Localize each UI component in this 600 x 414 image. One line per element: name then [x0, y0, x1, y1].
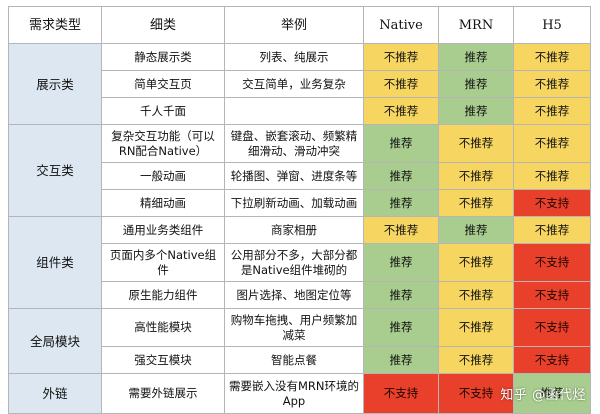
h5-recommendation-cell: 不支持 [513, 308, 591, 347]
table-header: 需求类型 细类 举例 Native MRN H5 [8, 6, 591, 44]
mrn-recommendation-cell: 不推荐 [438, 124, 514, 163]
native-recommendation-cell: 推荐 [363, 308, 439, 347]
subcategory-cell: 复杂交互功能（可以RN配合Native） [101, 124, 225, 163]
native-recommendation-cell: 推荐 [363, 243, 439, 282]
example-cell: 交互简单，业务复杂 [224, 70, 364, 98]
h5-recommendation-cell: 不推荐 [513, 97, 591, 125]
table-row: 全局模块 高性能模块 购物车拖拽、用户频繁加减菜 推荐 不推荐 不支持 [8, 308, 591, 374]
h5-recommendation-cell: 不推荐 [513, 70, 591, 98]
example-cell [224, 97, 364, 125]
mrn-recommendation-cell: 不推荐 [438, 346, 514, 374]
category-cell: 全局模块 [8, 308, 102, 374]
header-row: 需求类型 细类 举例 Native MRN H5 [8, 6, 591, 44]
subcategory-cell: 一般动画 [101, 162, 225, 190]
native-recommendation-cell: 推荐 [363, 281, 439, 309]
h5-recommendation-cell: 不推荐 [513, 43, 591, 71]
h5-recommendation-cell: 不支持 [513, 281, 591, 309]
table-row: 外链 需要外链展示 需要嵌入没有MRN环境的App 不支持 不支持 推荐 [8, 373, 591, 414]
comparison-table-container: 需求类型 细类 举例 Native MRN H5 展示类 静态展示类 列表、纯展示不… [8, 6, 591, 414]
example-cell: 智能点餐 [224, 346, 364, 374]
watermark-text: 知乎 @函代烃 [500, 388, 586, 403]
mrn-recommendation-cell: 不推荐 [438, 243, 514, 282]
native-recommendation-cell: 不推荐 [363, 43, 439, 71]
example-cell: 轮播图、弹窗、进度条等 [224, 162, 364, 190]
mrn-recommendation-cell: 不推荐 [438, 189, 514, 217]
category-cell: 展示类 [8, 43, 102, 125]
subcategory-cell: 通用业务类组件 [101, 216, 225, 244]
example-cell: 键盘、嵌套滚动、频繁精细滑动、滑动冲突 [224, 124, 364, 163]
table-row: 页面内多个Native组件 公用部分不多，大部分都是Native组件堆砌的 推荐 不推… [9, 243, 591, 282]
h5-recommendation-cell: 不推荐 [513, 216, 591, 244]
mrn-recommendation-cell: 不推荐 [438, 281, 514, 309]
header-mrn: MRN [438, 6, 514, 44]
category-cell: 组件类 [8, 216, 102, 309]
example-cell: 购物车拖拽、用户频繁加减菜 [224, 308, 364, 347]
h5-recommendation-cell: 不推荐 [513, 124, 591, 163]
subcategory-cell: 精细动画 [101, 189, 225, 217]
example-cell: 公用部分不多，大部分都是Native组件堆砌的 [224, 243, 364, 282]
mrn-recommendation-cell: 不支持 [438, 373, 514, 414]
category-cell: 外链 [8, 373, 102, 414]
table-row: 展示类 静态展示类 列表、纯展示 不推荐 推荐 不推荐 [8, 43, 591, 125]
table-row: 精细动画 下拉刷新动画、加载动画 推荐 不推荐 不支持 [9, 189, 591, 217]
native-recommendation-cell: 不支持 [363, 373, 439, 414]
header-example: 举例 [224, 6, 364, 44]
example-cell: 需要嵌入没有MRN环境的App [224, 373, 364, 414]
native-recommendation-cell: 推荐 [363, 124, 439, 163]
comparison-table: 需求类型 细类 举例 Native MRN H5 展示类 静态展示类 列表、纯展示不… [8, 6, 591, 414]
mrn-recommendation-cell: 不推荐 [438, 162, 514, 190]
header-subcategory: 细类 [101, 6, 225, 44]
subcategory-cell: 需要外链展示 [101, 373, 225, 414]
mrn-recommendation-cell: 推荐 [438, 43, 514, 71]
subcategory-cell: 千人千面 [101, 97, 225, 125]
table-row: 原生能力组件 图片选择、地图定位等 推荐 不推荐 不支持 [9, 281, 591, 309]
h5-recommendation-cell: 不支持 [513, 189, 591, 217]
native-recommendation-cell: 不推荐 [363, 216, 439, 244]
subcategory-cell: 高性能模块 [101, 308, 225, 347]
subcategory-cell: 简单交互页 [101, 70, 225, 98]
example-cell: 商家相册 [224, 216, 364, 244]
mrn-recommendation-cell: 不推荐 [438, 308, 514, 347]
native-recommendation-cell: 推荐 [363, 162, 439, 190]
h5-recommendation-cell: 推荐 [513, 373, 591, 414]
example-cell: 图片选择、地图定位等 [224, 281, 364, 309]
h5-recommendation-cell: 不支持 [513, 346, 591, 374]
table-row: 千人千面 不推荐 推荐 不推荐 [9, 97, 591, 125]
mrn-recommendation-cell: 推荐 [438, 216, 514, 244]
header-h5: H5 [513, 6, 591, 44]
mrn-recommendation-cell: 推荐 [438, 70, 514, 98]
table-row: 组件类 通用业务类组件 商家相册 不推荐 推荐 不推荐 [8, 216, 591, 309]
native-recommendation-cell: 不推荐 [363, 97, 439, 125]
header-type: 需求类型 [8, 6, 102, 44]
subcategory-cell: 强交互模块 [101, 346, 225, 374]
h5-recommendation-cell: 不支持 [513, 243, 591, 282]
subcategory-cell: 页面内多个Native组件 [101, 243, 225, 282]
table-body: 展示类 静态展示类 列表、纯展示 不推荐 推荐 不推荐 简单交互页 交互简单，业务复杂 不推荐推… [8, 43, 591, 414]
native-recommendation-cell: 不推荐 [363, 70, 439, 98]
mrn-recommendation-cell: 推荐 [438, 97, 514, 125]
example-cell: 列表、纯展示 [224, 43, 364, 71]
h5-recommendation-cell: 不推荐 [513, 162, 591, 190]
category-cell: 交互类 [8, 124, 102, 217]
native-recommendation-cell: 推荐 [363, 189, 439, 217]
table-row: 简单交互页 交互简单，业务复杂 不推荐 推荐 不推荐 [9, 70, 591, 98]
native-recommendation-cell: 推荐 [363, 346, 439, 374]
example-cell: 下拉刷新动画、加载动画 [224, 189, 364, 217]
table-row: 交互类 复杂交互功能（可以RN配合Native） 键盘、嵌套滚动、频繁精细滑动、滑动… [8, 124, 591, 217]
header-native: Native [363, 6, 439, 44]
subcategory-cell: 静态展示类 [101, 43, 225, 71]
subcategory-cell: 原生能力组件 [101, 281, 225, 309]
table-row: 强交互模块 智能点餐 推荐 不推荐 不支持 [9, 346, 591, 374]
